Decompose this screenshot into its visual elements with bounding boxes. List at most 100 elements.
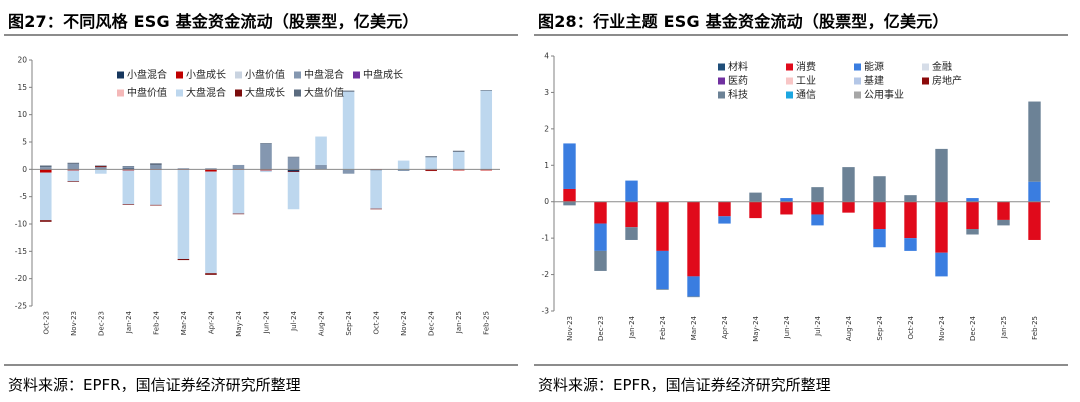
- left-bar-大盘成长: [177, 258, 190, 261]
- left-bar-小盘成长: [122, 169, 135, 171]
- right-legend-swatch-房地产: [922, 77, 929, 85]
- left-y-tick-label: -25: [15, 302, 27, 311]
- right-y-tick-label: 4: [544, 52, 549, 61]
- right-bar-能源: [935, 252, 948, 277]
- left-legend-label: 大盘价值: [304, 86, 344, 99]
- right-chart-title: 图28：行业主题 ESG 基金资金流动（股票型，亿美元）: [538, 12, 949, 31]
- left-bar-大盘价值: [452, 150, 465, 152]
- left-x-tick-label: Nov-24: [400, 310, 408, 335]
- left-bar-小盘成长: [67, 169, 80, 171]
- right-bar-能源: [656, 250, 669, 290]
- right-legend-swatch-金融: [922, 63, 929, 71]
- right-legend-label: 工业: [796, 75, 816, 87]
- right-bar-科技: [563, 201, 576, 206]
- left-bar-大盘价值: [260, 143, 272, 144]
- left-legend-swatch-中盘混合: [294, 71, 301, 79]
- right-x-tick-label: Dec-24: [969, 315, 977, 341]
- right-x-tick-label: Dec-23: [597, 316, 605, 341]
- left-bar-大盘成长: [370, 208, 382, 210]
- left-bar-大盘价值: [480, 90, 493, 91]
- right-bar-消费: [966, 201, 979, 230]
- left-legend-label: 中盘价值: [127, 86, 167, 99]
- right-x-tick-label: Feb-24: [659, 315, 667, 339]
- right-x-tick-label: Feb-25: [1031, 316, 1039, 340]
- right-legend-swatch-科技: [718, 91, 725, 99]
- left-legend-swatch-中盘价值: [117, 89, 124, 97]
- left-bar-中盘混合: [315, 164, 327, 170]
- right-y-tick-label: -3: [542, 307, 550, 316]
- left-bar-大盘混合: [67, 170, 80, 182]
- left-bar-大盘价值: [425, 156, 437, 158]
- left-legend-label: 小盘价值: [245, 68, 285, 81]
- left-bar-大盘成长: [67, 181, 80, 182]
- left-bar-中盘混合: [260, 143, 272, 170]
- right-bar-能源: [904, 238, 917, 251]
- right-legend-label: 科技: [728, 88, 748, 101]
- right-bar-消费: [1028, 201, 1041, 240]
- left-bottom-rule: [4, 364, 518, 366]
- right-bottom-rule: [534, 364, 1068, 366]
- left-x-tick-label: Mar-24: [180, 310, 188, 335]
- left-bar-大盘成长: [425, 170, 437, 172]
- left-bar-大盘混合: [315, 136, 327, 165]
- left-y-tick-label: 15: [17, 83, 27, 92]
- left-y-tick-label: 20: [17, 56, 27, 65]
- left-chart-svg: -25 -20 -15 -10 -5 0 5 10 15 20 Oct-23 Nov-23 Dec-23…: [15, 56, 500, 337]
- right-y-tick-label: 3: [544, 88, 549, 97]
- left-bar-大盘混合: [260, 170, 272, 173]
- left-bar-大盘混合: [287, 172, 300, 210]
- left-bar-大盘混合: [177, 169, 190, 259]
- left-x-tick-label: Dec-23: [97, 311, 105, 336]
- right-legend-swatch-公用事业: [854, 91, 861, 99]
- right-x-tick-label: Jan-25: [1000, 316, 1008, 339]
- right-bar-消费: [718, 201, 731, 217]
- left-bar-小盘成长: [425, 169, 437, 171]
- left-bar-中盘混合: [95, 167, 107, 170]
- left-bar-中盘混合: [122, 166, 135, 169]
- left-bar-大盘混合: [205, 171, 217, 274]
- left-bar-大盘价值: [67, 162, 80, 164]
- right-bar-科技: [625, 227, 638, 240]
- right-bar-科技: [811, 187, 824, 202]
- left-top-rule: [4, 34, 518, 36]
- right-bar-能源: [811, 214, 824, 226]
- right-legend-swatch-工业: [786, 77, 793, 85]
- right-legend-swatch-医药: [718, 77, 725, 85]
- right-bar-消费: [594, 201, 607, 224]
- left-x-tick-label: May-24: [235, 310, 243, 336]
- right-chart-svg: -3 -2 -1 0 1 2 3 4 Nov-23 Dec-23 Jan-24 Feb-24 Mar-2…: [542, 52, 1050, 342]
- right-bar-消费: [935, 201, 948, 253]
- right-bar-消费: [842, 201, 855, 213]
- right-x-tick-label: Nov-24: [938, 315, 946, 340]
- left-y-tick-label: -20: [15, 274, 27, 283]
- right-bar-能源: [594, 223, 607, 251]
- left-y-tick-label: -10: [15, 220, 27, 229]
- left-legend-label: 中盘成长: [363, 68, 403, 81]
- right-bar-科技: [687, 296, 700, 298]
- left-y-tick-label: -15: [15, 247, 27, 256]
- left-legend-swatch-大盘成长: [235, 89, 242, 97]
- right-bar-科技: [935, 148, 948, 202]
- left-x-tick-label: Nov-23: [70, 311, 78, 336]
- right-legend-label: 公用事业: [864, 88, 904, 101]
- left-x-tick-label: Oct-24: [373, 310, 381, 334]
- right-legend-swatch-材料: [718, 63, 725, 71]
- right-bar-科技: [966, 229, 979, 235]
- right-bar-能源: [873, 229, 886, 248]
- left-x-tick-label: Jan-25: [455, 311, 463, 334]
- right-bar-能源: [780, 198, 793, 202]
- right-legend-swatch-能源: [854, 63, 861, 71]
- left-x-tick-label: Jul-24: [290, 310, 298, 331]
- left-legend-label: 大盘混合: [186, 86, 226, 99]
- left-x-tick-label: Dec-24: [428, 310, 436, 336]
- right-legend-label: 房地产: [932, 74, 962, 87]
- left-bar-中盘混合: [205, 168, 217, 170]
- right-x-tick-label: Jan-24: [628, 315, 636, 339]
- left-y-tick-label: 10: [17, 110, 27, 119]
- right-legend-swatch-通信: [786, 91, 793, 99]
- left-bar-大盘价值: [342, 90, 355, 92]
- right-legend-label: 消费: [796, 60, 816, 73]
- left-bar-大盘成长: [232, 213, 245, 215]
- left-bar-大盘价值: [122, 166, 135, 167]
- left-legend-swatch-小盘成长: [176, 71, 183, 79]
